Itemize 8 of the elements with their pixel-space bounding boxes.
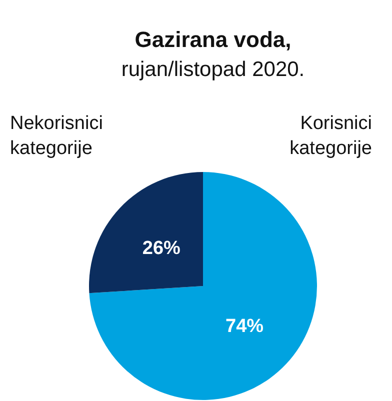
- slice-label: Korisnici kategorije: [290, 113, 372, 159]
- chart-subtitle: rujan/listopad 2020.: [121, 58, 305, 81]
- chart-title: Gazirana voda,: [134, 27, 292, 52]
- pie-slice: [89, 172, 203, 294]
- slice-label: Nekorisnici kategorije: [10, 113, 103, 159]
- data-label: 26%: [142, 238, 181, 259]
- data-label: 74%: [226, 316, 264, 338]
- pie-slice: [89, 172, 317, 400]
